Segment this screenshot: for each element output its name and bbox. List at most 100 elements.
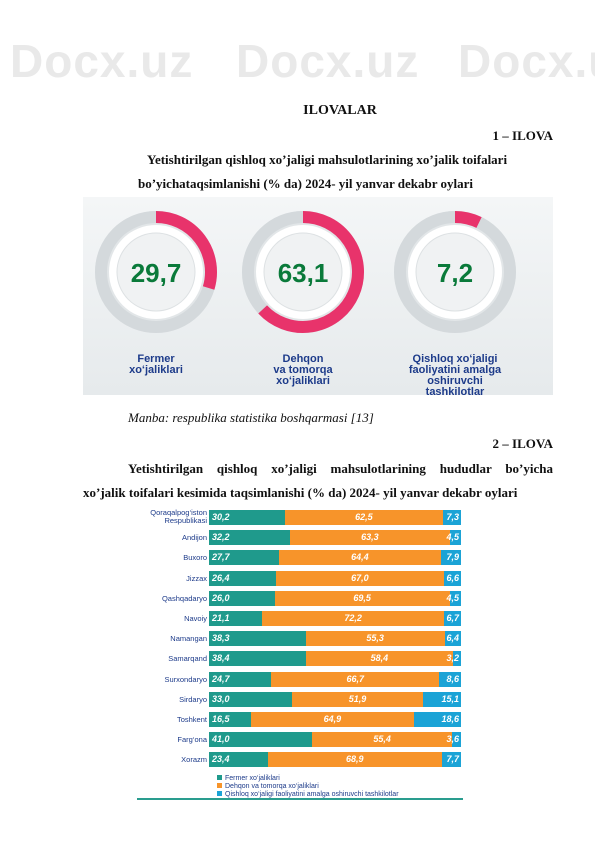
bar-segment: 69,5 <box>274 590 450 606</box>
bar-segment: 72,2 <box>262 611 445 626</box>
watermark: Docx.uz <box>10 35 194 87</box>
bar-segment: 6,6 <box>444 570 461 586</box>
donut-arc <box>454 211 482 229</box>
data-label: 16,5 <box>212 714 230 724</box>
regional-stacked-bar-chart: Qoraqalpog‘iston Respublikasi 30,2 62,5 7,3… <box>137 507 463 800</box>
bar-segment: 32,2 <box>209 530 291 546</box>
category-label: Toshkent <box>176 715 207 724</box>
data-label: 38,4 <box>212 653 230 664</box>
donut-value: 63,1 <box>278 258 329 288</box>
bar-segment: 68,9 <box>267 752 442 768</box>
donut-label-line: faoliyatini amalga <box>409 364 502 376</box>
page-title: ILOVALAR <box>303 103 377 118</box>
category-label: Surxondaryo <box>164 674 207 684</box>
appendix-1-label: 1 – ILOVA <box>492 128 553 143</box>
bar-segment: 51,9 <box>292 691 423 707</box>
legend-item: Dehqon va tomorqa xo‘jaliklari <box>217 783 319 791</box>
bar-segment: 64,9 <box>250 712 415 727</box>
category-label: Samarqand <box>168 654 207 664</box>
data-label: 7,9 <box>446 552 459 563</box>
donut-arc <box>155 211 217 290</box>
legend-swatch <box>217 791 222 797</box>
bar-segment: 55,4 <box>312 732 452 748</box>
category-label: Buxoro <box>183 553 207 563</box>
bar-segment: 26,4 <box>209 570 276 586</box>
bar-segment: 4,5 <box>446 530 461 546</box>
donut-label-line: xo‘jaliklari <box>129 364 183 376</box>
donut-label-line: va tomorqa <box>273 364 333 376</box>
data-label: 6,7 <box>446 613 459 623</box>
watermark: Docx.uz <box>236 35 420 87</box>
appendix-1-heading-line1: Yetishtirilgan qishloq xo’jaligi mahsulo… <box>147 152 508 167</box>
category-label: Namangan <box>170 634 207 644</box>
watermark: Docx.uz <box>458 35 595 87</box>
category-label: Qoraqalpog‘iston Respublikasi <box>150 508 207 525</box>
data-label: 15,1 <box>441 693 459 704</box>
data-label: 64,9 <box>323 714 342 724</box>
data-label: 68,9 <box>346 754 364 765</box>
bar-segment: 18,6 <box>414 712 461 727</box>
bar-segment: 58,4 <box>305 651 453 667</box>
bar-segment: 4,5 <box>446 590 461 606</box>
bar-segment: 38,3 <box>209 631 306 647</box>
bar-segment: 3,2 <box>446 651 461 667</box>
data-label: 33,0 <box>212 693 230 704</box>
bar-segment: 3,6 <box>446 732 461 748</box>
data-label: 3,6 <box>446 734 459 745</box>
legend-text: Dehqon va tomorqa xo‘jaliklari <box>225 782 319 790</box>
legend-swatch <box>217 783 222 789</box>
data-label: 58,4 <box>370 653 389 664</box>
category-label: Navoiy <box>184 614 207 623</box>
data-label: 55,4 <box>373 734 391 745</box>
data-label: 67,0 <box>351 572 369 583</box>
bar-segment: 8,6 <box>439 671 461 687</box>
bar-segment: 26,0 <box>209 590 275 606</box>
legend-swatch <box>217 775 222 781</box>
bar-segment: 15,1 <box>422 691 461 707</box>
donut-value: 7,2 <box>437 258 473 288</box>
bar-segment: 6,7 <box>444 611 461 626</box>
data-label: 7,3 <box>446 512 459 522</box>
bar-segment: 27,7 <box>209 550 279 566</box>
bar-segment: 67,0 <box>275 570 445 586</box>
data-label: 6,4 <box>446 633 459 644</box>
appendix-1-heading-line2: bo’yichataqsimlanishi (% da) 2024- yil y… <box>138 176 474 191</box>
data-label: 63,3 <box>361 532 379 543</box>
data-label: 64,4 <box>351 552 369 563</box>
bar-segment: 41,0 <box>209 732 313 748</box>
bar-segment: 55,3 <box>305 631 445 647</box>
category-label: Farg‘ona <box>177 735 207 745</box>
donut-label-line: Dehqon <box>283 353 324 365</box>
bar-segment: 66,7 <box>271 671 440 687</box>
category-label: Andijon <box>181 533 207 543</box>
legend-text: Qishloq xo‘jaligi faoliyatini amalga osh… <box>225 790 399 798</box>
bar-segment: 23,4 <box>209 752 268 768</box>
category-label: Sirdaryo <box>179 694 207 704</box>
bar-segment: 33,0 <box>209 691 293 707</box>
source-note: Manba: respublika statistika boshqarmasi… <box>128 410 374 425</box>
donut-label-line: oshiruvchi <box>427 375 483 387</box>
legend-item: Fermer xo‘jaliklari <box>217 775 280 783</box>
bar-segment: 63,3 <box>290 530 450 546</box>
bar-segment: 16,5 <box>209 712 251 727</box>
data-label: 32,2 <box>212 532 230 543</box>
data-label: 7,7 <box>446 754 459 765</box>
bar-segment: 62,5 <box>285 510 443 525</box>
bar-segment: 64,4 <box>278 550 442 566</box>
data-label: 26,4 <box>212 572 230 583</box>
category-label: Xorazm <box>181 755 207 765</box>
bar-segment: 24,7 <box>209 671 272 687</box>
data-label: 24,7 <box>212 673 230 684</box>
data-label: 3,2 <box>446 653 459 664</box>
bar-segment: 21,1 <box>209 611 263 626</box>
data-label: 62,5 <box>355 512 373 522</box>
bar-segment: 6,4 <box>444 631 461 647</box>
appendix-2-heading-line2: xo’jalik toifalari kesimida taqsimlanish… <box>83 485 518 500</box>
data-label: 38,3 <box>212 633 230 644</box>
donut-label-line: xo‘jaliklari <box>276 375 330 387</box>
data-label: 27,7 <box>212 552 230 563</box>
data-label: 18,6 <box>441 714 459 724</box>
donut-panel: 29,7 Fermer xo‘jaliklari 63,1 Dehqon va tomor… <box>83 197 553 398</box>
bar-segment: 7,3 <box>442 510 461 525</box>
